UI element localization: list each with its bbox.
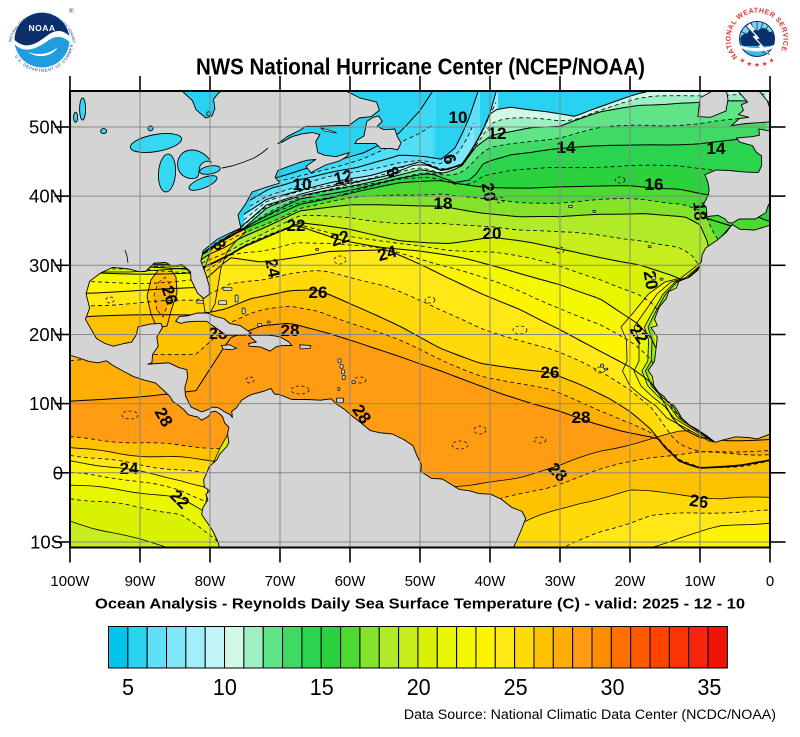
svg-text:★: ★ (769, 56, 775, 64)
svg-text:26: 26 (309, 283, 328, 302)
svg-text:12: 12 (332, 166, 354, 189)
svg-text:20: 20 (407, 674, 431, 700)
svg-text:50W: 50W (405, 573, 437, 590)
svg-text:10: 10 (213, 674, 237, 700)
svg-text:★: ★ (754, 61, 760, 69)
svg-text:80W: 80W (195, 573, 227, 590)
svg-text:20: 20 (483, 224, 502, 243)
svg-text:40N: 40N (29, 186, 63, 207)
svg-text:28: 28 (281, 321, 300, 340)
svg-text:Ocean Analysis - Reynolds Dail: Ocean Analysis - Reynolds Daily Sea Surf… (95, 596, 745, 613)
svg-text:70W: 70W (265, 573, 297, 590)
svg-text:30N: 30N (29, 255, 63, 276)
svg-text:22: 22 (328, 227, 352, 251)
svg-text:30: 30 (601, 674, 625, 700)
svg-text:★: ★ (762, 60, 768, 68)
svg-text:10S: 10S (30, 532, 63, 553)
svg-text:22: 22 (287, 216, 306, 235)
svg-text:NOAA: NOAA (28, 23, 55, 33)
svg-text:24: 24 (376, 242, 400, 265)
svg-text:★: ★ (746, 60, 752, 68)
svg-text:20: 20 (478, 181, 500, 203)
svg-text:35: 35 (697, 674, 721, 700)
svg-text:10N: 10N (29, 393, 63, 414)
svg-text:10: 10 (293, 175, 312, 194)
svg-text:60W: 60W (335, 573, 367, 590)
svg-text:30W: 30W (545, 573, 577, 590)
svg-text:24: 24 (261, 257, 284, 280)
svg-text:0: 0 (766, 573, 774, 590)
svg-text:®: ® (69, 8, 74, 15)
svg-text:★: ★ (739, 56, 745, 64)
svg-text:100W: 100W (50, 573, 90, 590)
svg-text:25: 25 (504, 674, 528, 700)
svg-text:24: 24 (120, 459, 139, 478)
svg-text:10W: 10W (685, 573, 717, 590)
svg-text:16: 16 (645, 175, 664, 194)
svg-text:40W: 40W (475, 573, 507, 590)
svg-text:Data Source: National Climatic: Data Source: National Climatic Data Cent… (404, 707, 776, 723)
svg-text:10: 10 (449, 108, 468, 127)
svg-text:14: 14 (707, 139, 726, 158)
svg-text:50N: 50N (29, 117, 63, 138)
svg-text:20: 20 (640, 269, 662, 291)
svg-text:20W: 20W (615, 573, 647, 590)
svg-text:0: 0 (53, 462, 63, 483)
svg-text:26: 26 (158, 283, 182, 307)
svg-text:26: 26 (688, 491, 709, 512)
svg-text:28: 28 (572, 408, 591, 427)
svg-text:NWS National Hurricane Center: NWS National Hurricane Center (NCEP/NOAA… (196, 54, 645, 80)
svg-text:20N: 20N (29, 324, 63, 345)
svg-text:15: 15 (310, 674, 334, 700)
svg-text:90W: 90W (125, 573, 157, 590)
svg-text:5: 5 (122, 674, 134, 700)
svg-text:26: 26 (541, 363, 560, 382)
svg-text:14: 14 (557, 138, 576, 157)
svg-text:18: 18 (434, 194, 453, 213)
svg-text:12: 12 (488, 124, 507, 143)
